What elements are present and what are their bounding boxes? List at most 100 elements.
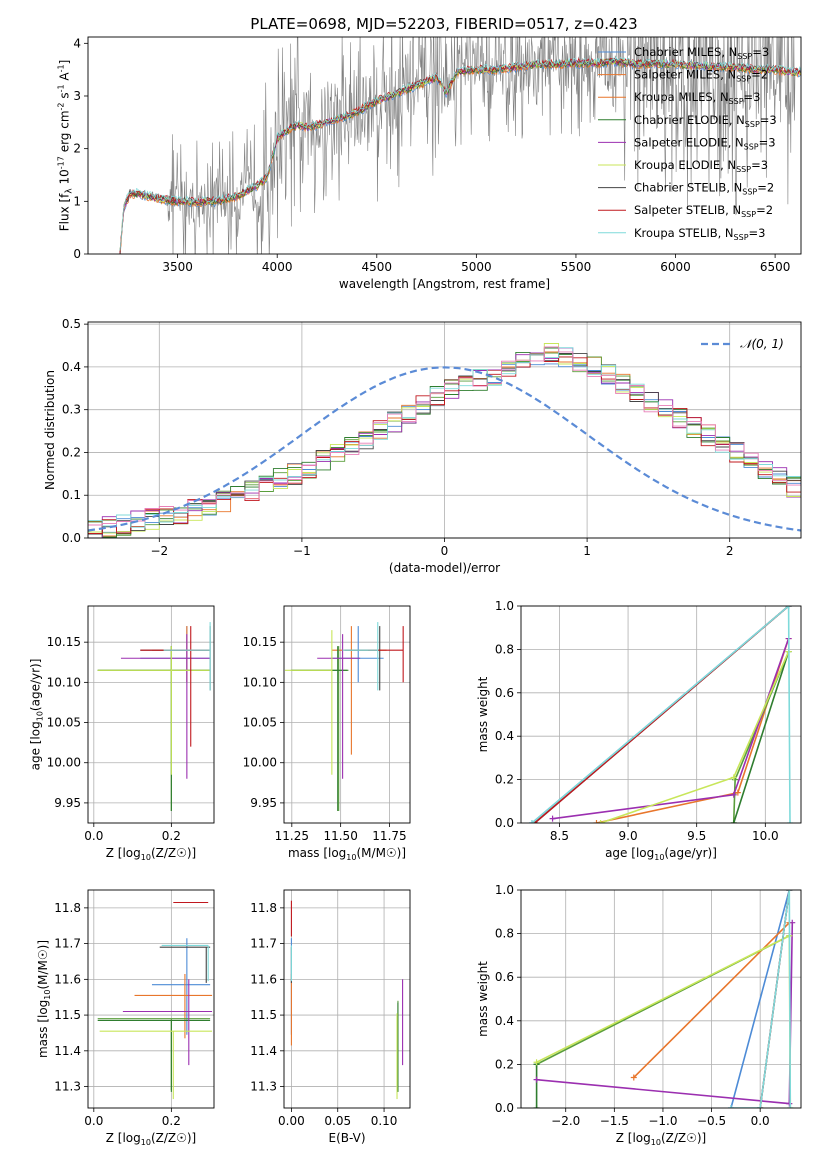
legend-tail: =3 — [760, 113, 777, 127]
legend-label: Chabrier MILES, NSSP=3 — [634, 45, 769, 61]
x-tick-label: 0.0 — [751, 1114, 770, 1128]
y-tick-label: 11.4 — [250, 1044, 277, 1058]
y-tick-label: 9.95 — [54, 796, 81, 810]
y-tick-label: 0.6 — [495, 970, 514, 984]
legend-text: Chabrier STELIB, N — [634, 181, 742, 195]
weight-line-4 — [552, 638, 790, 820]
y-tick-label: 11.6 — [54, 972, 81, 986]
weight-line-8 — [531, 606, 791, 823]
weight-line-4 — [536, 922, 794, 1105]
legend-text: Chabrier ELODIE, N — [634, 113, 745, 127]
panel-massweight_vs_age: 8.5 9.0 9.5 10.0 0.0 0.2 0.4 0.6 0.8 1.0 age [log1… — [476, 599, 802, 862]
x-tick-label: 0.0 — [84, 1114, 103, 1128]
normal-curve — [88, 366, 801, 532]
legend-tail: =3 — [744, 90, 761, 104]
x-tick-label: 11.50 — [323, 829, 357, 843]
x-tick-label: −2.0 — [551, 1114, 580, 1128]
axes-frame — [87, 36, 802, 255]
weight-marker-8 — [785, 606, 792, 609]
y-tick-label: 0.0 — [495, 1101, 514, 1115]
y-tick-label: 0.0 — [495, 816, 514, 830]
y-tick-label: 11.5 — [250, 1008, 277, 1022]
x-tick-label: −1 — [293, 544, 311, 558]
legend-text: Salpeter MILES, N — [634, 68, 736, 82]
x-axis-label: (data-model)/error — [389, 561, 500, 575]
y-tick-label: 11.4 — [54, 1044, 81, 1058]
y-tick-label: 1.0 — [495, 883, 514, 897]
label-part: (Z/Z☉)] — [661, 1131, 706, 1145]
label-part: mass [ — [36, 1018, 50, 1058]
legend-text: Salpeter ELODIE, N — [634, 135, 744, 149]
x-tick-label: 3500 — [162, 260, 193, 274]
legend-label: Salpeter STELIB, NSSP=2 — [634, 203, 773, 219]
y-tick-label: 0.2 — [62, 445, 81, 459]
weight-marker-5 — [597, 820, 604, 823]
x-tick-label: 0.00 — [278, 1114, 305, 1128]
x-axis-label: Z [log10​(Z/Z☉)] — [616, 1131, 707, 1147]
y-axis-label: mass [log10​(M/M☉)] — [36, 940, 52, 1058]
legend-tail: =3 — [752, 45, 769, 59]
label-part: (age/yr)] — [664, 846, 716, 860]
label-part: -1 — [57, 64, 66, 72]
legend-sub: SSP — [736, 75, 751, 84]
histogram-step-9 — [88, 346, 801, 526]
panel-age_vs_Z: 0.0 0.2 9.95 10.00 10.05 10.10 10.15 Z [log10​(… — [29, 605, 215, 862]
legend-tail: =3 — [749, 226, 766, 240]
y-tick-label: 10.00 — [243, 756, 277, 770]
legend-label: Salpeter ELODIE, NSSP=3 — [634, 135, 776, 151]
y-tick-label: 0.4 — [495, 1014, 514, 1028]
label-part: A — [58, 72, 72, 85]
weight-marker-1 — [734, 789, 741, 796]
legend-sub: SSP — [742, 188, 757, 197]
label-part: 10 — [141, 1138, 151, 1147]
panel-residuals: −2 −1 0 1 2 0.0 0.1 0.2 0.3 0.4 0.5 (data-model)/er… — [43, 317, 802, 575]
x-tick-label: 4500 — [362, 260, 393, 274]
label-part: age [ — [605, 846, 636, 860]
residuals-legend: 𝒩(0, 1) — [701, 337, 784, 351]
label-part: (age/yr)] — [29, 659, 43, 711]
y-tick-label: 11.8 — [54, 901, 81, 915]
y-tick-label: 0.6 — [495, 686, 514, 700]
weight-marker-5 — [533, 1059, 540, 1066]
weight-marker-4 — [549, 815, 556, 822]
y-tick-label: 10.10 — [243, 675, 277, 689]
label-part: mass weight — [476, 676, 490, 752]
y-tick-label: 10.10 — [47, 675, 81, 689]
label-part: (M/M☉)] — [36, 940, 50, 990]
label-part: mass weight — [476, 961, 490, 1037]
label-part: -2 — [57, 102, 66, 110]
x-tick-label: 1 — [583, 544, 591, 558]
y-tick-label: 0.2 — [495, 1057, 514, 1071]
y-axis-label: mass weight — [476, 676, 490, 752]
label-part: Flux [f — [58, 193, 72, 231]
axes-frame — [283, 889, 411, 1109]
weight-marker-8 — [786, 890, 793, 893]
y-tick-label: 1 — [73, 194, 81, 208]
label-part: ] — [58, 60, 72, 65]
x-axis-label: Z [log10​(Z/Z☉)] — [106, 846, 197, 862]
y-tick-label: 0.8 — [495, 927, 514, 941]
spectrum-model-6 — [119, 57, 801, 253]
legend-label: Chabrier STELIB, NSSP=2 — [634, 181, 774, 197]
x-tick-label: 5000 — [461, 260, 492, 274]
label-part: 10 — [43, 990, 52, 1000]
label-part: Z [ — [106, 1131, 123, 1145]
panel-age_vs_mass: 11.25 11.50 11.75 9.95 10.00 10.05 10.10 10.15 m… — [243, 605, 411, 862]
weight-marker-5 — [730, 774, 737, 781]
y-tick-label: 11.7 — [250, 937, 277, 951]
label-part: log — [122, 1131, 140, 1145]
legend-label: Salpeter MILES, NSSP=2 — [634, 68, 768, 84]
weight-line-1 — [596, 638, 790, 823]
x-axis-label: E(B-V) — [328, 1131, 365, 1145]
legend-tail: =3 — [759, 135, 776, 149]
label-part: Z [ — [106, 846, 123, 860]
label-part: log — [328, 846, 346, 860]
plot-area — [97, 622, 211, 811]
y-tick-label: 1.0 — [495, 599, 514, 613]
y-tick-label: 0.1 — [62, 488, 81, 502]
panel-mass_vs_EBV: 0.00 0.05 0.10 11.3 11.4 11.5 11.6 11.7 11.8 E(B-… — [250, 889, 411, 1145]
label-part: (Z/Z☉)] — [151, 1131, 196, 1145]
weight-marker-3 — [730, 820, 737, 823]
legend-text: Kroupa ELODIE, N — [634, 158, 736, 172]
weight-marker-3 — [533, 1105, 540, 1108]
